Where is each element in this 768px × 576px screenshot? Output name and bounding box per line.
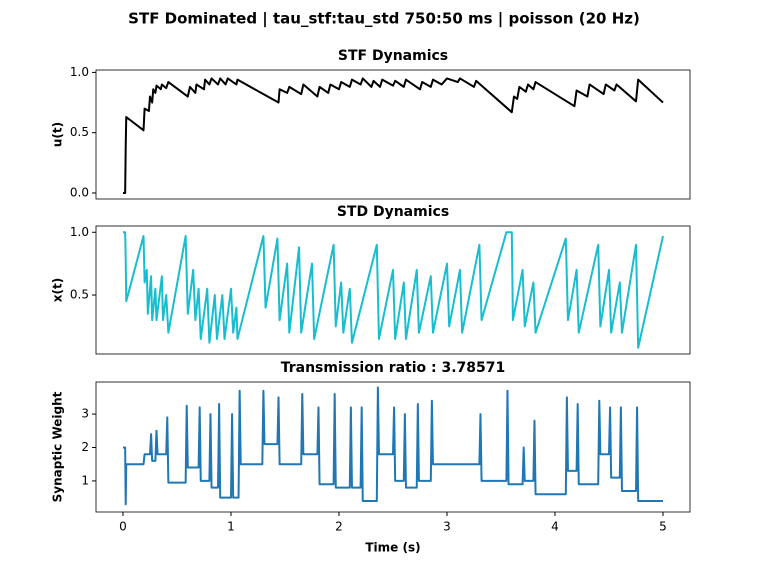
axes-frame bbox=[95, 69, 691, 200]
y-tick-label: 0.5 bbox=[70, 125, 89, 139]
figure-title: STF Dominated | tau_stf:tau_std 750:50 m… bbox=[128, 10, 640, 29]
x-tick-label: 5 bbox=[659, 520, 667, 534]
x-axis-label: Time (s) bbox=[365, 541, 420, 555]
axes-frame bbox=[95, 381, 691, 513]
axes-frame bbox=[95, 225, 691, 355]
axis-title: STF Dynamics bbox=[338, 48, 448, 64]
y-axis-label: u(t) bbox=[51, 122, 65, 147]
y-tick-label: 1 bbox=[81, 473, 89, 487]
y-tick-label: 0.5 bbox=[70, 288, 89, 302]
y-axis-label: Synaptic Weight bbox=[51, 391, 65, 502]
axis-title: Transmission ratio : 3.78571 bbox=[281, 360, 506, 376]
y-tick-label: 3 bbox=[81, 407, 89, 421]
y-axis-label: x(t) bbox=[51, 278, 65, 302]
axis-title: STD Dynamics bbox=[337, 204, 449, 220]
x-tick-label: 1 bbox=[227, 520, 235, 534]
x-tick-label: 4 bbox=[551, 520, 559, 534]
x-tick-label: 3 bbox=[443, 520, 451, 534]
y-tick-label: 1.0 bbox=[70, 65, 89, 79]
y-tick-label: 0.0 bbox=[70, 185, 89, 199]
data-line bbox=[123, 77, 664, 194]
x-tick-label: 2 bbox=[335, 520, 343, 534]
y-tick-label: 1.0 bbox=[70, 225, 89, 239]
data-line bbox=[123, 231, 664, 349]
x-tick-label: 0 bbox=[119, 520, 127, 534]
y-tick-label: 2 bbox=[81, 440, 89, 454]
data-line bbox=[123, 386, 663, 506]
